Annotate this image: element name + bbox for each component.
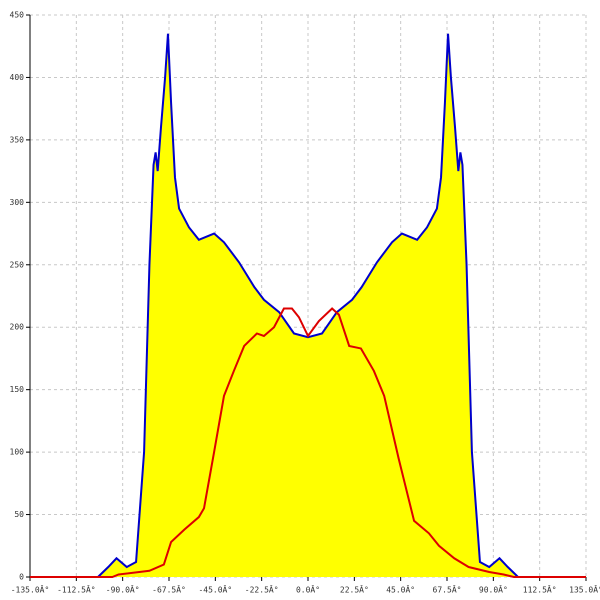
x-tick-label: 45.0Â° — [386, 584, 415, 595]
x-tick-label: -45.0Â° — [198, 584, 232, 595]
x-tick-label: -67.5Â° — [152, 584, 186, 595]
y-tick-label: 300 — [10, 198, 25, 207]
x-tick-label: 90.0Â° — [479, 584, 508, 595]
x-tick-label: 67.5Â° — [433, 584, 462, 595]
x-tick-label: 112.5Â° — [523, 584, 557, 595]
line — [30, 307, 586, 578]
area — [97, 33, 519, 577]
y-tick-label: 400 — [10, 73, 25, 82]
y-tick-label: 250 — [10, 260, 25, 269]
y-tick-label: 150 — [10, 385, 25, 394]
y-tick-label: 50 — [14, 510, 24, 519]
y-tick-label: 0 — [19, 573, 24, 582]
y-tick-label: 100 — [10, 448, 25, 457]
x-tick-label: -112.5Â° — [57, 584, 96, 595]
x-tick-label: -135.0Â° — [11, 584, 50, 595]
x-tick-label: 0.0Â° — [296, 584, 320, 595]
x-tick-label: 135.0Â° — [569, 584, 600, 595]
y-tick-label: 350 — [10, 135, 25, 144]
x-tick-label: 22.5Â° — [340, 584, 369, 595]
y-tick-label: 200 — [10, 323, 25, 332]
x-tick-label: -22.5Â° — [245, 584, 279, 595]
y-tick-label: 450 — [10, 11, 25, 20]
x-tick-label: -90.0Â° — [106, 584, 140, 595]
